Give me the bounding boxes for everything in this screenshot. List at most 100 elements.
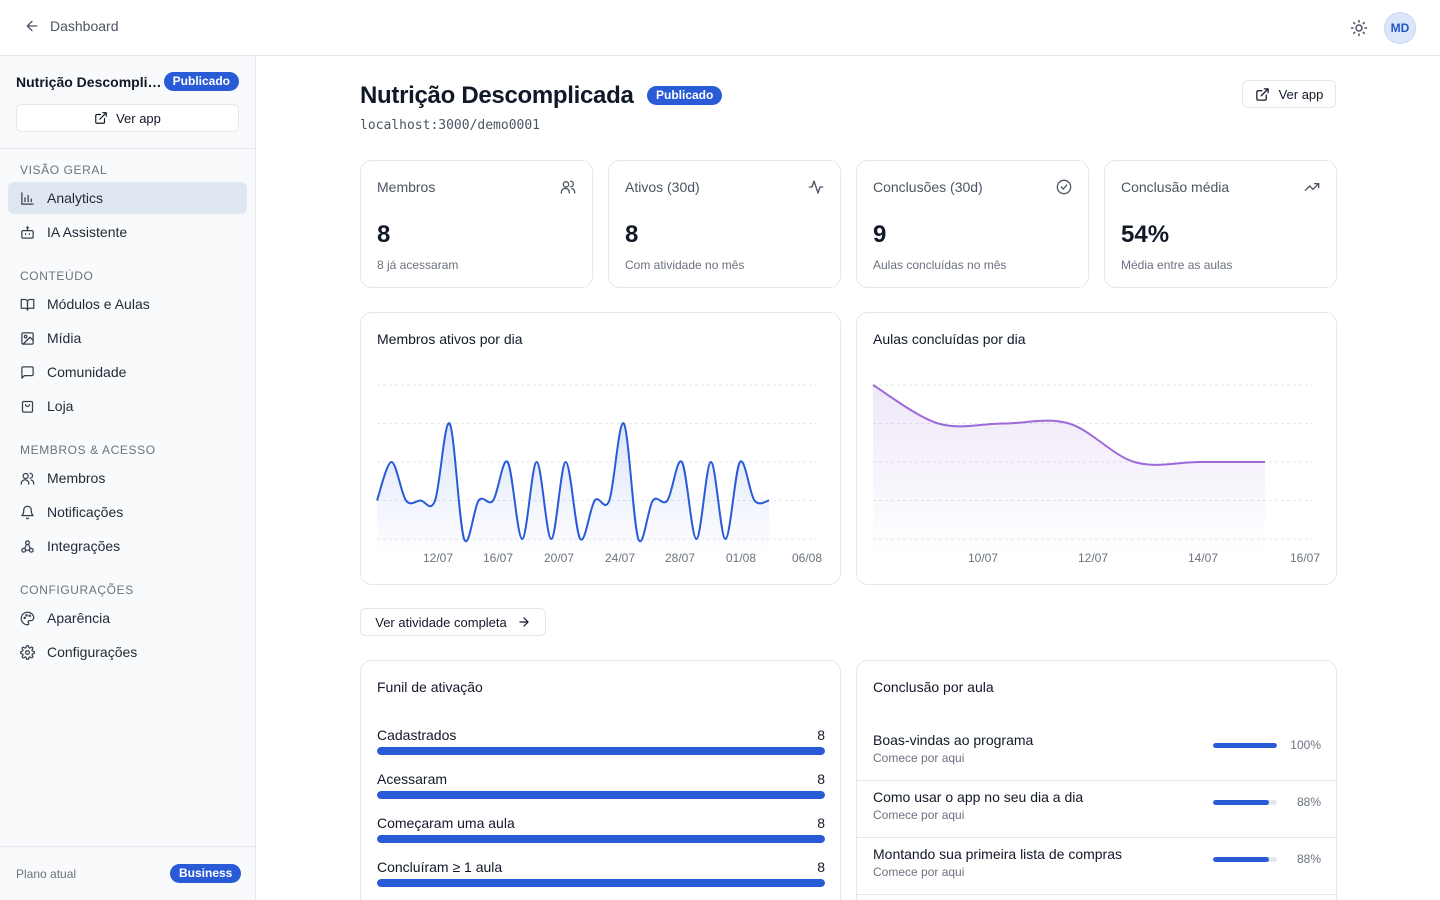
lesson-percent: 100% bbox=[1290, 738, 1321, 752]
lesson-percent: 88% bbox=[1296, 852, 1321, 866]
shopping-bag-icon bbox=[21, 400, 34, 413]
funnel-bar bbox=[377, 879, 825, 887]
ver-atividade-completa-button[interactable]: Ver atividade completa bbox=[360, 608, 546, 636]
progress-bar bbox=[1213, 743, 1277, 748]
stat-label: Membros bbox=[377, 179, 436, 195]
sidebar-item-aparencia[interactable]: Aparência bbox=[8, 602, 247, 634]
chart-title: Membros ativos por dia bbox=[377, 331, 523, 347]
back-to-dashboard-link[interactable]: Dashboard bbox=[24, 18, 119, 34]
sidebar-item-midia[interactable]: Mídia bbox=[8, 322, 247, 354]
lesson-module: Comece por aqui bbox=[873, 751, 965, 765]
arrow-left-icon bbox=[26, 20, 38, 32]
funnel-bar bbox=[377, 791, 825, 799]
sidebar-item-label: Mídia bbox=[47, 330, 82, 346]
funnel-value: 8 bbox=[817, 815, 825, 831]
sidebar-item-label: Aparência bbox=[47, 610, 111, 626]
x-tick-label: 06/08 bbox=[792, 551, 822, 565]
divider bbox=[0, 148, 255, 149]
section-membros-acesso: MEMBROS & ACESSO bbox=[20, 443, 156, 457]
status-badge: Publicado bbox=[647, 86, 723, 105]
sidebar-item-loja[interactable]: Loja bbox=[8, 390, 247, 422]
funnel-card: Funil de ativação Cadastrados 8 Acessara… bbox=[360, 660, 841, 900]
book-open-icon bbox=[20, 298, 35, 311]
sidebar: Nutrição Descomplicada Publicado Ver app… bbox=[0, 56, 256, 900]
back-label: Dashboard bbox=[50, 18, 119, 34]
sidebar-item-analytics[interactable]: Analytics bbox=[8, 182, 247, 214]
series-area bbox=[873, 385, 1265, 559]
stat-subtitle: Aulas concluídas no mês bbox=[873, 258, 1007, 272]
sidebar-item-comunidade[interactable]: Comunidade bbox=[8, 356, 247, 388]
funnel-title: Funil de ativação bbox=[377, 679, 483, 695]
sidebar-item-label: Integrações bbox=[47, 538, 121, 554]
lesson-module: Comece por aqui bbox=[873, 865, 965, 879]
section-visao-geral: VISÃO GERAL bbox=[20, 163, 108, 177]
bot-icon bbox=[21, 225, 34, 239]
list-item[interactable]: Como usar o app no seu dia a dia Comece … bbox=[857, 781, 1337, 838]
sidebar-header: Nutrição Descomplicada Publicado bbox=[16, 72, 239, 91]
sidebar-item-configuracoes[interactable]: Configurações bbox=[8, 636, 247, 668]
sun-icon[interactable] bbox=[1350, 19, 1368, 37]
x-tick-label: 12/07 bbox=[1078, 551, 1108, 565]
sidebar-item-ia-assistente[interactable]: IA Assistente bbox=[8, 216, 247, 248]
stat-value: 8 bbox=[377, 221, 391, 248]
funnel-value: 8 bbox=[817, 727, 825, 743]
check-circle-icon bbox=[1056, 179, 1072, 195]
stat-label: Conclusão média bbox=[1121, 179, 1230, 195]
x-tick-label: 20/07 bbox=[544, 551, 574, 565]
lesson-name: Montando sua primeira lista de compras bbox=[873, 846, 1123, 862]
sidebar-app-name: Nutrição Descomplicada bbox=[16, 73, 162, 90]
x-tick-label: 24/07 bbox=[605, 551, 635, 565]
stat-card-conclusoes: Conclusões (30d) 9 Aulas concluídas no m… bbox=[856, 160, 1089, 288]
chart-card-membros-ativos: Membros ativos por dia 12/07 16/07 20/07 24… bbox=[360, 312, 841, 585]
lesson-completion-card: Conclusão por aula Boas-vindas ao progra… bbox=[856, 660, 1337, 900]
image-icon bbox=[21, 331, 34, 345]
lesson-name: Boas-vindas ao programa bbox=[873, 732, 1034, 748]
aulas-concluidas-chart: 10/07 12/07 14/07 16/07 bbox=[872, 384, 1320, 565]
sidebar-item-label: Analytics bbox=[47, 190, 104, 206]
plan-label: Plano atual bbox=[16, 867, 77, 881]
avatar[interactable]: MD bbox=[1384, 12, 1416, 44]
funnel-label: Cadastrados bbox=[377, 727, 457, 743]
plan-badge: Business bbox=[170, 864, 242, 883]
stat-card-membros: Membros 8 8 já acessaram bbox=[360, 160, 593, 288]
sidebar-item-label: Comunidade bbox=[47, 364, 127, 380]
activity-icon bbox=[808, 180, 824, 194]
stat-subtitle: Com atividade no mês bbox=[625, 258, 745, 272]
lesson-percent: 88% bbox=[1296, 795, 1321, 809]
palette-icon bbox=[20, 611, 35, 625]
app-url: localhost:3000/demo0001 bbox=[360, 118, 541, 133]
status-badge: Publicado bbox=[163, 72, 239, 91]
sidebar-item-notificacoes[interactable]: Notificações bbox=[8, 496, 247, 528]
x-tick-label: 14/07 bbox=[1188, 551, 1218, 565]
sidebar-item-membros[interactable]: Membros bbox=[8, 462, 247, 494]
funnel-bar-fill bbox=[377, 879, 825, 887]
funnel-bar-fill bbox=[377, 835, 825, 843]
users-icon bbox=[20, 472, 35, 485]
x-tick-label: 28/07 bbox=[665, 551, 695, 565]
stat-value: 8 bbox=[625, 221, 639, 248]
external-link-icon bbox=[95, 112, 107, 124]
series-line bbox=[872, 384, 1265, 466]
sidebar-item-label: Configurações bbox=[47, 644, 138, 660]
x-tick-label: 01/08 bbox=[726, 551, 756, 565]
x-tick-label: 16/07 bbox=[483, 551, 513, 565]
sidebar-item-modulos[interactable]: Módulos e Aulas bbox=[8, 288, 247, 320]
lessons-title: Conclusão por aula bbox=[873, 679, 994, 695]
progress-bar bbox=[1213, 800, 1277, 805]
ver-app-button[interactable]: Ver app bbox=[1242, 80, 1336, 108]
funnel-label: Concluíram ≥ 1 aula bbox=[377, 859, 503, 875]
top-bar: Dashboard MD bbox=[0, 0, 1440, 56]
stat-subtitle: Média entre as aulas bbox=[1121, 258, 1233, 272]
sidebar-item-integracoes[interactable]: Integrações bbox=[8, 530, 247, 562]
sidebar-ver-app-button[interactable]: Ver app bbox=[16, 104, 239, 132]
stat-value: 54% bbox=[1121, 221, 1170, 248]
webhook-icon bbox=[21, 539, 34, 553]
list-item[interactable]: Montando sua primeira lista de compras C… bbox=[857, 838, 1337, 895]
membros-ativos-chart: 12/07 16/07 20/07 24/07 28/07 01/08 06/08 bbox=[376, 384, 822, 565]
divider bbox=[0, 846, 255, 847]
section-conteudo: CONTEÚDO bbox=[20, 269, 94, 283]
sidebar-item-label: Membros bbox=[47, 470, 106, 486]
page-title: Nutrição Descomplicada bbox=[360, 82, 634, 109]
list-item[interactable]: Boas-vindas ao programa Comece por aqui … bbox=[857, 724, 1337, 781]
stat-label: Ativos (30d) bbox=[625, 179, 700, 195]
